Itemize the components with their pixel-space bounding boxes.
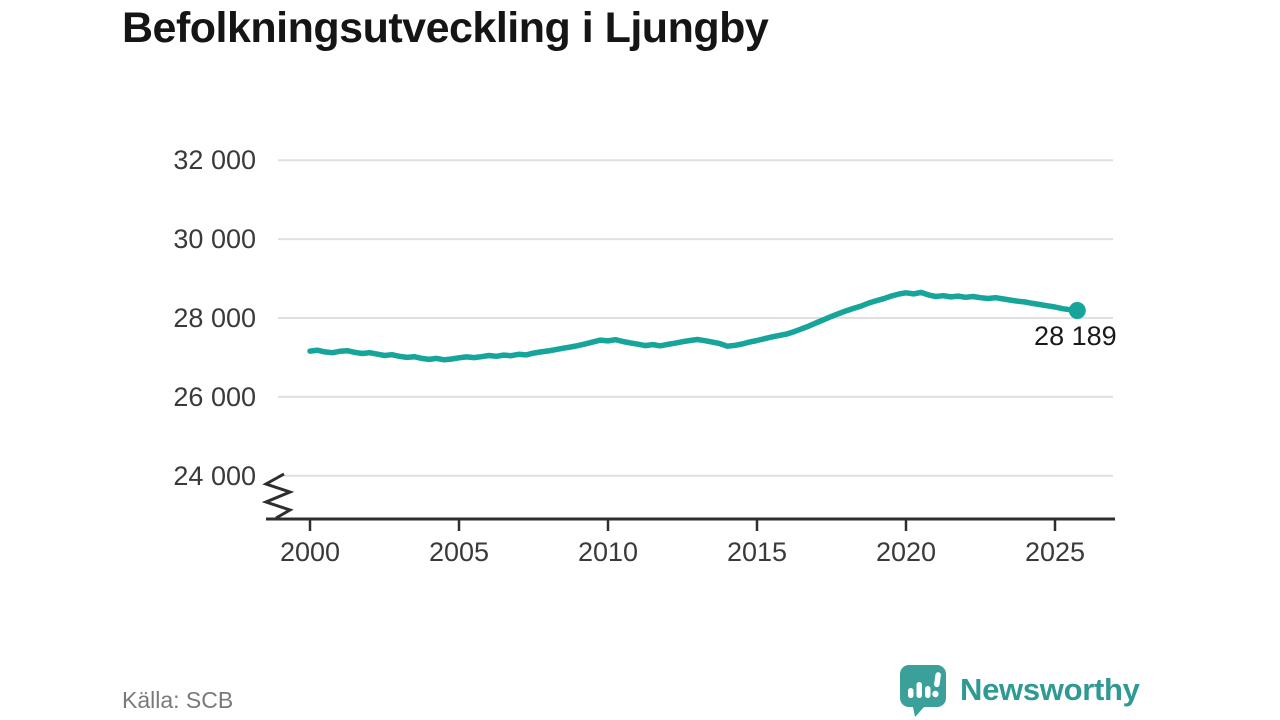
y-axis-tick-label: 30 000	[173, 224, 256, 255]
speech-bubble-shape	[900, 665, 946, 717]
exclamation-mark	[932, 672, 941, 698]
newsworthy-speech-bubble-icon	[900, 665, 946, 717]
y-axis-break-zigzag	[261, 472, 295, 520]
bar-3	[925, 686, 931, 698]
brand-name: Newsworthy	[960, 672, 1140, 707]
x-axis-tick-label: 2025	[1024, 537, 1086, 567]
x-axis-tick-label: 2015	[726, 537, 788, 567]
latest-point-marker	[1068, 302, 1086, 319]
y-axis-tick-label: 26 000	[173, 381, 256, 412]
bar-2	[916, 682, 922, 698]
x-axis-tick-label: 2005	[428, 537, 490, 567]
y-axis-tick-label: 24 000	[173, 460, 256, 491]
newsworthy-logo: Newsworthy	[896, 663, 1140, 717]
x-axis-tick-marks	[308, 519, 1057, 531]
latest-value-label: 28 189	[1034, 320, 1117, 351]
x-axis-tick-label: 2010	[577, 537, 639, 567]
population-line	[307, 289, 1081, 363]
bar-1	[908, 688, 914, 698]
gridlines	[278, 159, 1113, 477]
page-title: Befolkningsutveckling i Ljungby	[122, 4, 769, 52]
y-axis-tick-label: 28 000	[173, 303, 256, 333]
source-note: Källa: SCB	[122, 687, 234, 713]
x-axis-tick-label: 2000	[279, 537, 341, 567]
x-axis-tick-label: 2020	[875, 537, 937, 567]
y-axis-tick-label: 32 000	[173, 145, 256, 176]
